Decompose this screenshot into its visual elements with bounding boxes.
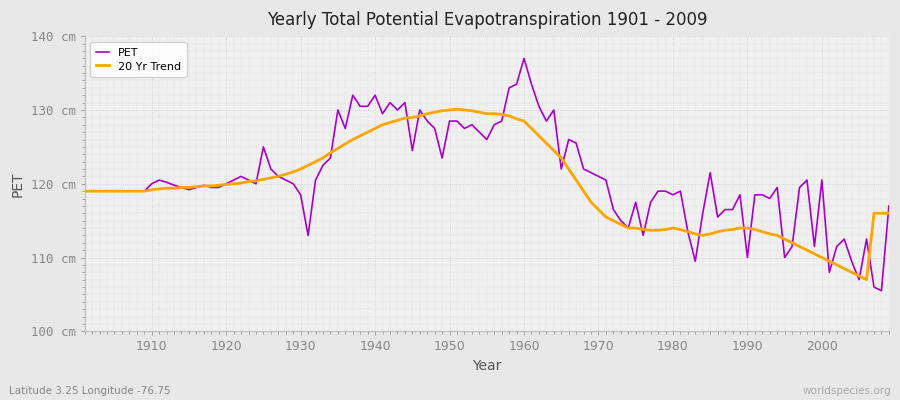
PET [511,82,522,86]
PET [302,233,313,238]
PET [526,82,537,86]
20 Yr Trend [616,222,626,227]
20 Yr Trend [139,189,149,194]
20 Yr Trend [518,119,529,124]
20 Yr Trend [861,277,872,282]
Text: Latitude 3.25 Longitude -76.75: Latitude 3.25 Longitude -76.75 [9,386,171,396]
Title: Yearly Total Potential Evapotranspiration 1901 - 2009: Yearly Total Potential Evapotranspiratio… [266,11,707,29]
X-axis label: Year: Year [472,359,501,373]
PET [884,204,895,208]
Text: worldspecies.org: worldspecies.org [803,386,891,396]
PET [347,93,358,98]
PET [139,189,149,194]
Y-axis label: PET: PET [11,171,25,196]
20 Yr Trend [526,126,537,131]
Line: PET: PET [85,58,889,291]
20 Yr Trend [79,189,90,194]
Legend: PET, 20 Yr Trend: PET, 20 Yr Trend [90,42,186,77]
20 Yr Trend [452,107,463,112]
20 Yr Trend [347,137,358,142]
PET [79,189,90,194]
20 Yr Trend [884,211,895,216]
Line: 20 Yr Trend: 20 Yr Trend [85,109,889,280]
PET [616,218,626,223]
PET [876,288,886,293]
20 Yr Trend [302,163,313,168]
PET [518,56,529,61]
